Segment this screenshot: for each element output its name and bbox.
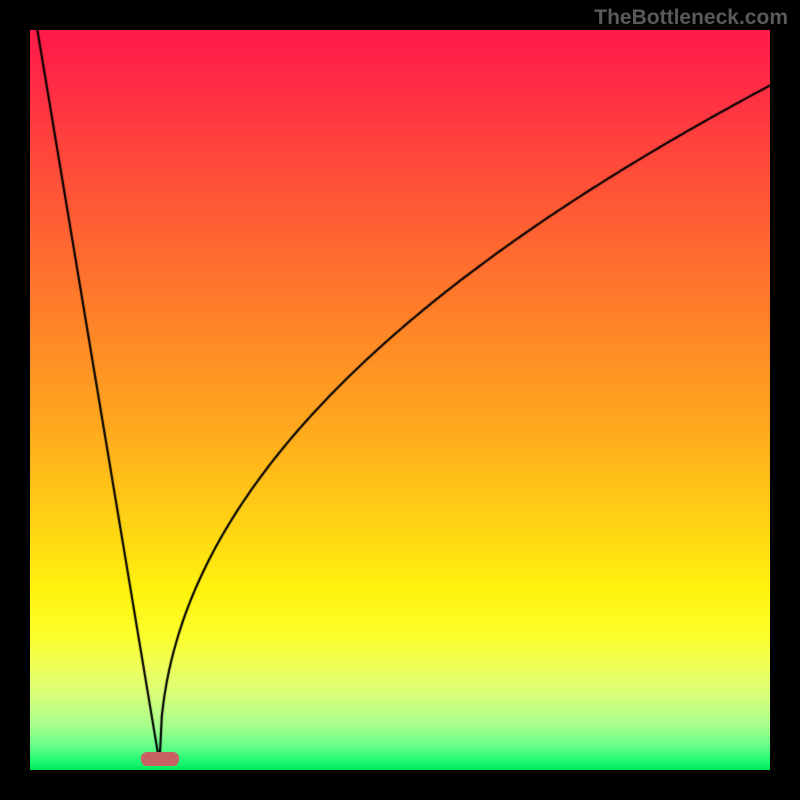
- chart-root: TheBottleneck.com: [0, 0, 800, 800]
- watermark-text: TheBottleneck.com: [594, 6, 788, 30]
- plot-area: [30, 30, 770, 770]
- optimal-marker: [141, 752, 179, 766]
- bottleneck-curve: [30, 30, 770, 770]
